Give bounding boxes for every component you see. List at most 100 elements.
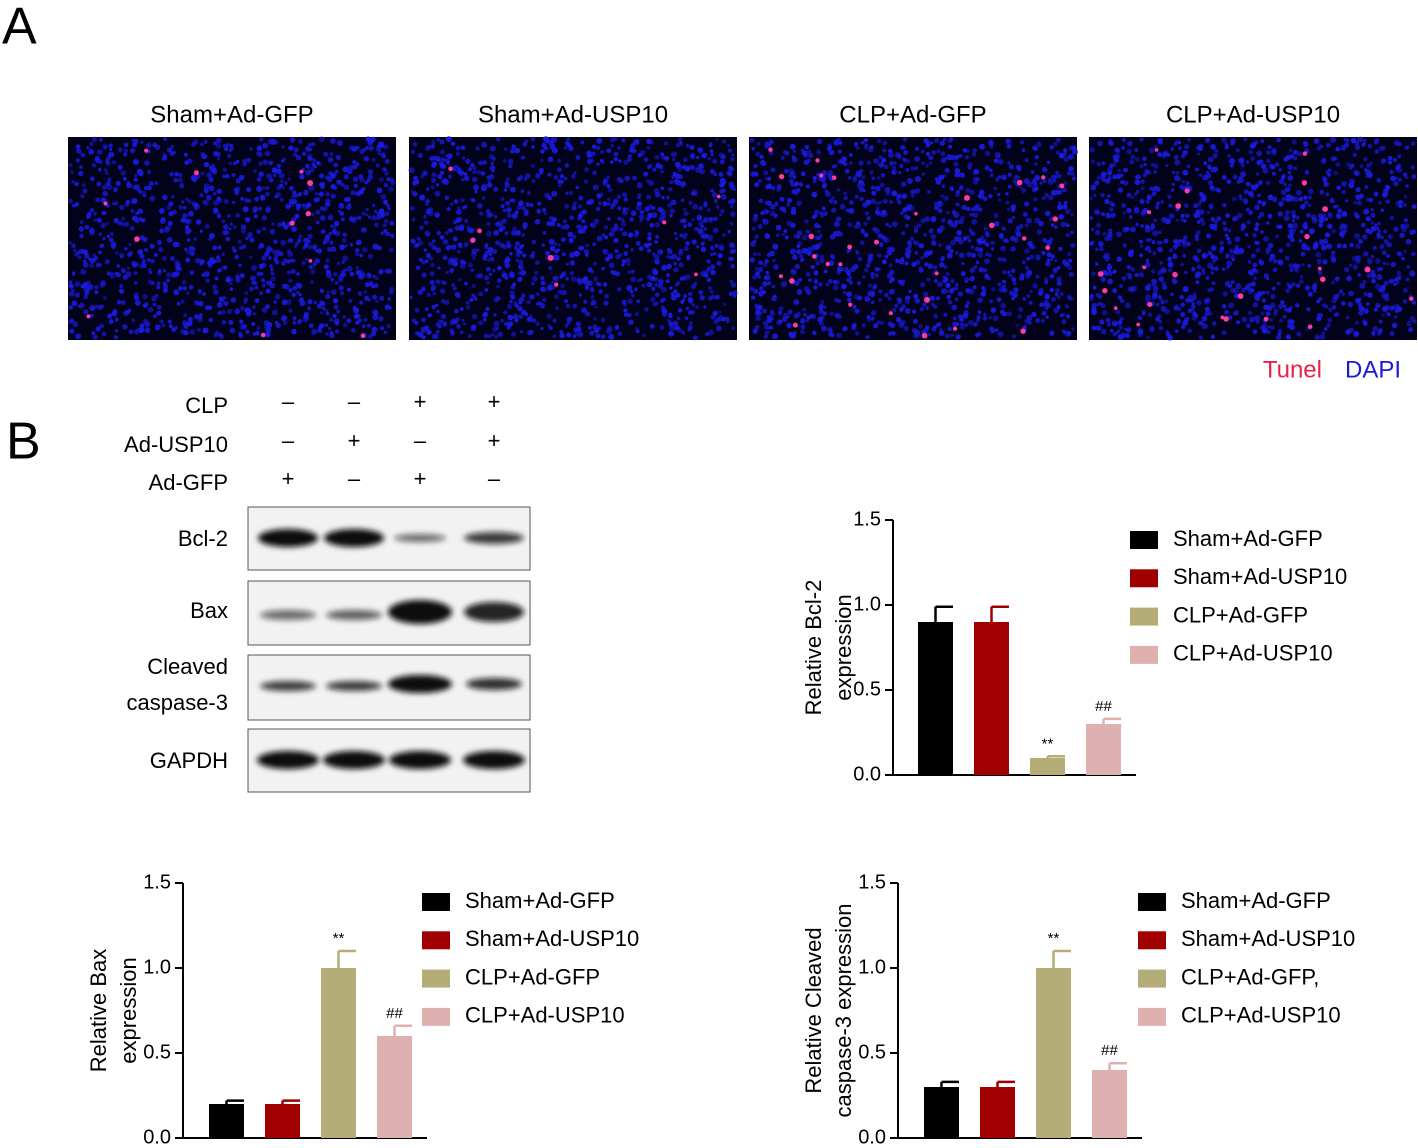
nucleus [669,208,676,214]
nucleus [876,206,880,210]
condition-label: Ad-USP10 [124,432,228,457]
nucleus [573,171,577,175]
nucleus [146,142,152,148]
nucleus [462,205,466,210]
nucleus [584,179,589,184]
nucleus [1335,204,1340,209]
nucleus [1068,258,1073,263]
nucleus [167,147,173,153]
nucleus [848,200,854,206]
nucleus [969,212,974,217]
nucleus [818,282,823,287]
nucleus [977,252,984,258]
nucleus [1206,210,1211,214]
nucleus [1255,172,1260,176]
nucleus [1318,222,1324,228]
nucleus [346,287,352,292]
y-tick-label: 0.0 [143,1126,171,1148]
nucleus [607,197,611,202]
nucleus [964,304,969,309]
nucleus [460,198,465,203]
nucleus [1381,293,1387,299]
nucleus [1198,335,1203,340]
nucleus [866,160,872,165]
nucleus [352,160,357,165]
nucleus [1266,180,1271,185]
nucleus [866,216,871,221]
nucleus [1333,170,1338,176]
nucleus [486,267,491,272]
nucleus [1150,269,1156,274]
tunel-cell [831,175,837,180]
nucleus [933,278,938,283]
nucleus [1399,232,1405,238]
nucleus [324,323,329,327]
nucleus [1191,267,1196,272]
nucleus [216,301,223,308]
nucleus [1210,186,1216,192]
nucleus [700,241,705,246]
nucleus [861,141,865,145]
nucleus [1063,200,1068,205]
nucleus [1165,330,1170,334]
nucleus [620,221,627,227]
nucleus [639,209,645,215]
nucleus [288,278,293,283]
nucleus [228,320,234,325]
nucleus [1303,195,1308,200]
bands [257,529,525,769]
nucleus [1187,328,1192,334]
nucleus [1180,311,1186,318]
nucleus [1147,312,1153,318]
nucleus [1269,317,1273,322]
nucleus [1216,216,1222,222]
nucleus [1145,299,1150,303]
nucleus [156,305,162,310]
nucleus [1175,329,1179,333]
nucleus [1280,300,1285,305]
nucleus [569,238,573,243]
nucleus [899,163,904,169]
nucleus [792,182,798,187]
nucleus [200,171,204,176]
nucleus [1034,154,1040,160]
tunel-cell [1172,271,1178,278]
tunel-cell [1302,151,1308,156]
nucleus [1127,274,1133,280]
nucleus [721,194,727,200]
nucleus [977,310,982,315]
nucleus [787,309,793,315]
nucleus [1397,163,1402,168]
nucleus [583,276,589,281]
nucleus [630,276,637,283]
nucleus [1270,293,1276,300]
nucleus [900,145,906,151]
nucleus [1122,243,1127,248]
nucleus [966,149,970,153]
nucleus [1175,171,1180,175]
nucleus [288,145,294,151]
nucleus [308,264,313,269]
nucleus [268,160,274,166]
nucleus [1396,306,1403,312]
nucleus [919,306,925,312]
nucleus [750,171,756,177]
nucleus [862,275,866,279]
nucleus [495,326,500,331]
nucleus [955,334,961,340]
nucleus [264,331,271,338]
nucleus [608,333,615,340]
nucleus [170,144,174,149]
nucleus [980,235,985,240]
nucleus [440,280,445,285]
nucleus [586,150,592,156]
nucleus [647,231,652,237]
nucleus [1315,335,1319,339]
legend-label: Sham+Ad-USP10 [1173,564,1347,589]
nucleus [1375,226,1380,231]
nucleus [948,144,952,149]
nucleus [972,148,977,153]
nucleus [1258,211,1265,218]
nucleus [519,296,524,302]
nucleus [1008,273,1013,278]
